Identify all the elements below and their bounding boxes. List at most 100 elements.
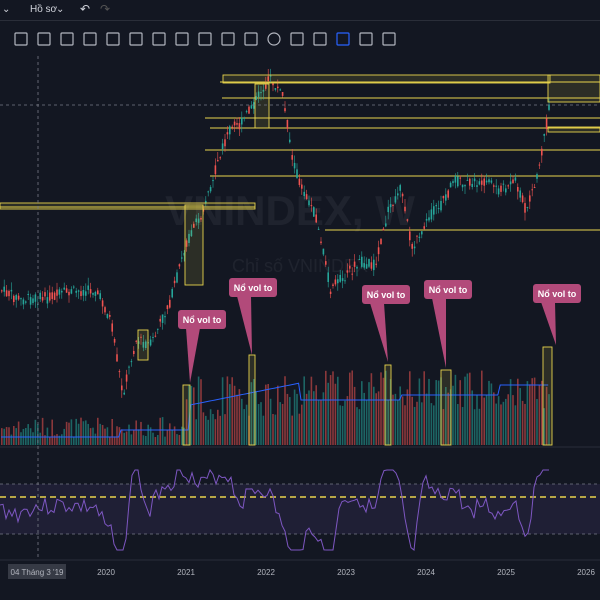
volume-bar bbox=[344, 400, 346, 445]
volume-bar bbox=[262, 415, 265, 445]
fib-icon[interactable] bbox=[104, 30, 122, 48]
candle-body bbox=[255, 96, 257, 100]
chevron-down-icon[interactable]: ⌄ bbox=[56, 4, 65, 15]
volume-bar bbox=[473, 409, 476, 445]
candle-body bbox=[529, 195, 531, 202]
candle-body bbox=[274, 88, 277, 90]
volume-bar bbox=[193, 387, 195, 445]
volume-bar bbox=[260, 402, 262, 445]
volume-bar bbox=[301, 404, 303, 445]
volume-bar bbox=[279, 402, 281, 445]
candle-body bbox=[421, 231, 423, 235]
volume-bar bbox=[423, 371, 425, 445]
volume-bar bbox=[188, 384, 190, 445]
volume-bars bbox=[1, 370, 550, 445]
candle-body bbox=[195, 218, 197, 223]
ruler-icon[interactable] bbox=[219, 30, 237, 48]
brush-icon[interactable] bbox=[196, 30, 214, 48]
date-tick-label: 2025 bbox=[497, 568, 515, 577]
highlight-box bbox=[182, 384, 191, 446]
measure-icon[interactable] bbox=[173, 30, 191, 48]
channel-icon[interactable] bbox=[127, 30, 145, 48]
top-bar: ⌄ Hồ sơ ⌄ ↶ ↷ bbox=[0, 0, 600, 21]
candle-body bbox=[289, 139, 291, 143]
volume-bar bbox=[85, 420, 87, 445]
candle-body bbox=[183, 252, 185, 256]
volume-bar bbox=[106, 427, 109, 445]
volume-bar bbox=[149, 427, 152, 445]
volume-bar bbox=[166, 429, 169, 445]
horizontal-levels[interactable] bbox=[0, 81, 600, 231]
volume-bar bbox=[545, 386, 548, 445]
volume-bar bbox=[533, 377, 536, 445]
volume-bar bbox=[481, 370, 483, 445]
candle-body bbox=[481, 180, 483, 185]
candle-body bbox=[469, 178, 471, 186]
candle-body bbox=[385, 223, 387, 227]
candle-body bbox=[229, 126, 231, 135]
candle-body bbox=[497, 188, 500, 195]
crosshair-icon[interactable] bbox=[334, 30, 352, 48]
volume-bar bbox=[209, 409, 212, 445]
highlight-boxes[interactable] bbox=[0, 74, 600, 446]
eraser-icon[interactable] bbox=[311, 30, 329, 48]
volume-bar bbox=[329, 375, 332, 445]
callout-vol: Nổ vol to bbox=[178, 310, 226, 383]
volume-bar bbox=[375, 393, 377, 445]
candle-body bbox=[193, 223, 195, 228]
volume-bar bbox=[437, 380, 440, 445]
path-icon[interactable] bbox=[58, 30, 76, 48]
circle-icon[interactable] bbox=[265, 30, 283, 48]
date-tick-label: 2020 bbox=[97, 568, 115, 577]
candle-body bbox=[461, 184, 464, 188]
volume-bar bbox=[243, 409, 245, 445]
volume-bar bbox=[82, 421, 85, 445]
undo-icon[interactable]: ↶ bbox=[80, 2, 91, 16]
volume-bar bbox=[406, 389, 409, 445]
candle-body bbox=[236, 123, 238, 125]
callouts[interactable]: Nổ vol to Nổ vol to Nổ vol to Nổ vol to Nổ v… bbox=[178, 278, 581, 383]
candle-body bbox=[188, 233, 190, 243]
candle-body bbox=[1, 290, 3, 292]
callout-pointer bbox=[541, 302, 556, 345]
volume-bar bbox=[485, 395, 488, 445]
select-icon[interactable] bbox=[12, 30, 30, 48]
candle-body bbox=[279, 89, 281, 91]
candle-body bbox=[99, 293, 101, 299]
volume-bar bbox=[332, 371, 334, 445]
volume-bar bbox=[68, 422, 70, 445]
candle-body bbox=[293, 162, 296, 169]
volume-bar bbox=[10, 434, 13, 445]
candle-body bbox=[502, 183, 505, 185]
profile-menu[interactable]: Hồ sơ bbox=[30, 4, 58, 15]
volume-bar bbox=[269, 398, 272, 445]
zoom-icon[interactable] bbox=[242, 30, 260, 48]
volume-bar bbox=[34, 419, 37, 445]
candle-body bbox=[291, 155, 293, 160]
redo-icon[interactable]: ↷ bbox=[100, 2, 111, 16]
candle-body bbox=[260, 92, 262, 94]
note-icon[interactable] bbox=[288, 30, 306, 48]
text-icon[interactable] bbox=[81, 30, 99, 48]
gann-icon[interactable] bbox=[150, 30, 168, 48]
volume-bar bbox=[327, 382, 329, 445]
candle-body bbox=[17, 295, 20, 300]
hline-icon[interactable] bbox=[357, 30, 375, 48]
volume-bar bbox=[370, 373, 373, 445]
candle-body bbox=[65, 288, 68, 293]
volume-bar bbox=[392, 394, 394, 445]
candle-body bbox=[113, 339, 116, 343]
volume-bar bbox=[219, 415, 221, 445]
highlight-box bbox=[222, 74, 551, 84]
chevron-icon[interactable]: ⌄ bbox=[2, 4, 11, 15]
highlight-box bbox=[0, 202, 256, 210]
callout-label: Nổ vol to bbox=[367, 290, 406, 300]
volume-bar bbox=[137, 429, 140, 445]
dash-icon[interactable] bbox=[380, 30, 398, 48]
candle-body bbox=[75, 290, 77, 293]
candle-body bbox=[538, 164, 541, 166]
trendline-icon[interactable] bbox=[35, 30, 53, 48]
volume-bar bbox=[164, 436, 166, 445]
candle-body bbox=[531, 189, 533, 191]
